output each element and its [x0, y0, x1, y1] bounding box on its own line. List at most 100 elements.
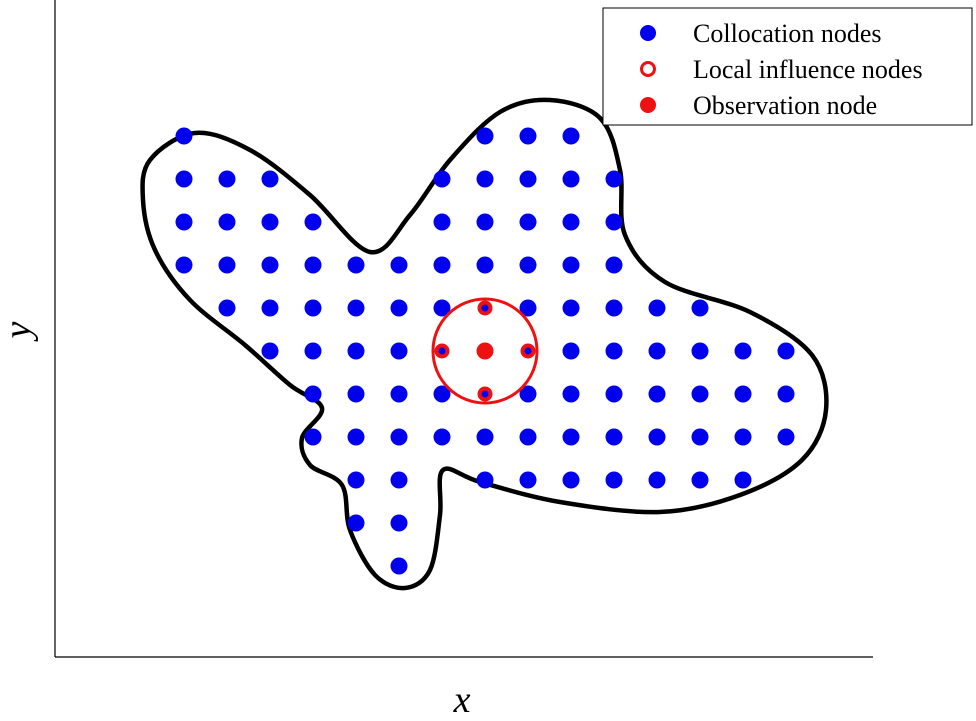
collocation-node: [648, 299, 666, 317]
collocation-node: [347, 471, 365, 489]
collocation-node: [175, 213, 193, 231]
legend-marker: [640, 61, 656, 77]
legend-marker: [640, 97, 656, 113]
collocation-node: [390, 342, 408, 360]
legend-label: Collocation nodes: [693, 19, 881, 48]
nodes: [175, 127, 795, 575]
collocation-node: [519, 385, 537, 403]
domain: [140, 97, 829, 591]
collocation-node: [777, 342, 795, 360]
collocation-node: [438, 347, 446, 355]
collocation-node: [347, 428, 365, 446]
collocation-node: [433, 385, 451, 403]
collocation-node: [562, 471, 580, 489]
collocation-node: [261, 170, 279, 188]
collocation-node: [476, 471, 494, 489]
collocation-node: [304, 256, 322, 274]
collocation-node: [175, 170, 193, 188]
collocation-node: [218, 213, 236, 231]
collocation-node: [605, 213, 623, 231]
collocation-node: [562, 127, 580, 145]
collocation-node: [433, 256, 451, 274]
legend-label: Local influence nodes: [693, 55, 923, 84]
collocation-node: [605, 170, 623, 188]
collocation-node: [691, 299, 709, 317]
collocation-node: [648, 385, 666, 403]
collocation-node: [562, 385, 580, 403]
collocation-node: [390, 256, 408, 274]
collocation-node: [519, 213, 537, 231]
collocation-node: [476, 428, 494, 446]
collocation-node: [562, 213, 580, 231]
collocation-node: [605, 342, 623, 360]
collocation-node: [562, 299, 580, 317]
collocation-node: [390, 557, 408, 575]
collocation-node: [261, 299, 279, 317]
collocation-node: [261, 342, 279, 360]
collocation-node: [691, 471, 709, 489]
collocation-node: [605, 299, 623, 317]
influence-radius: [431, 297, 539, 405]
collocation-node: [605, 256, 623, 274]
collocation-node: [175, 256, 193, 274]
collocation-node: [304, 213, 322, 231]
legend-marker: [640, 25, 656, 41]
collocation-node: [390, 299, 408, 317]
collocation-node: [218, 170, 236, 188]
collocation-node: [519, 256, 537, 274]
collocation-node: [390, 428, 408, 446]
collocation-node: [777, 385, 795, 403]
collocation-node: [347, 342, 365, 360]
collocation-node: [562, 170, 580, 188]
collocation-node: [605, 385, 623, 403]
collocation-node: [261, 213, 279, 231]
collocation-node: [481, 390, 489, 398]
collocation-node: [304, 342, 322, 360]
collocation-node: [519, 170, 537, 188]
collocation-node: [347, 256, 365, 274]
collocation-node: [476, 213, 494, 231]
collocation-node: [648, 428, 666, 446]
collocation-node: [562, 342, 580, 360]
legend-box: [602, 7, 973, 126]
collocation-node: [648, 342, 666, 360]
collocation-node: [519, 428, 537, 446]
collocation-node: [476, 127, 494, 145]
collocation-node: [218, 299, 236, 317]
collocation-node: [519, 127, 537, 145]
collocation-node: [347, 514, 365, 532]
collocation-node: [433, 299, 451, 317]
collocation-node: [734, 342, 752, 360]
collocation-node: [777, 428, 795, 446]
collocation-node: [519, 471, 537, 489]
collocation-node: [734, 385, 752, 403]
collocation-node: [433, 213, 451, 231]
collocation-node: [691, 342, 709, 360]
collocation-node: [218, 256, 236, 274]
collocation-node: [347, 299, 365, 317]
legend-label: Observation node: [693, 91, 877, 120]
collocation-node: [605, 471, 623, 489]
legend: Collocation nodes Local influence nodes …: [602, 7, 973, 126]
collocation-node: [476, 256, 494, 274]
y-axis-label: y: [0, 321, 39, 342]
collocation-node: [691, 385, 709, 403]
collocation-node: [390, 385, 408, 403]
collocation-node: [304, 385, 322, 403]
collocation-node: [476, 170, 494, 188]
collocation-node: [175, 127, 193, 145]
domain-boundary: [140, 97, 829, 591]
collocation-node: [562, 256, 580, 274]
collocation-node: [304, 299, 322, 317]
collocation-node: [481, 304, 489, 312]
collocation-node: [390, 471, 408, 489]
collocation-node: [390, 514, 408, 532]
collocation-node: [347, 385, 365, 403]
observation-node: [476, 342, 494, 360]
collocation-node: [524, 347, 532, 355]
collocation-node: [648, 471, 666, 489]
collocation-node: [519, 299, 537, 317]
collocation-node: [304, 428, 322, 446]
collocation-node: [433, 428, 451, 446]
